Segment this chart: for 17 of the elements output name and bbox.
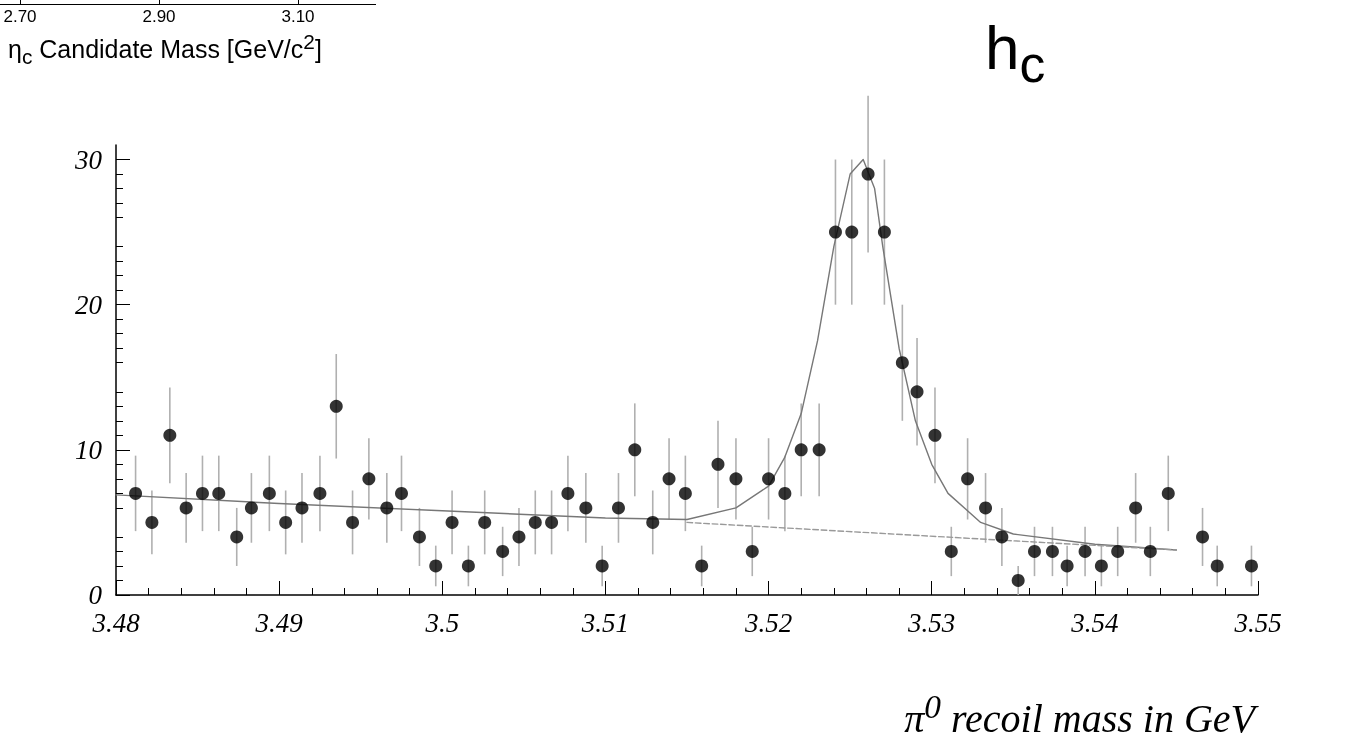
y-tick-label: 0	[88, 580, 103, 610]
x-tick-label: 3.49	[254, 607, 304, 638]
x-tick-label: 3.53	[907, 607, 956, 638]
y-tick-label: 30	[74, 144, 103, 175]
text: η$_{c}$ Candidate Mass [GeV/c$^{2}$]	[8, 30, 322, 70]
text: 2.70	[3, 7, 37, 27]
text: h$_{c}$	[985, 12, 1046, 95]
x-tick-label: 3.5	[424, 607, 460, 638]
y-tick-label: 10	[75, 434, 103, 465]
x-tick-label: 3.52	[743, 607, 793, 638]
x-tick-label: 3.48	[91, 607, 141, 638]
y-tick-label: 20	[75, 289, 103, 320]
x-tick-label: 3.55	[1233, 607, 1282, 638]
x-tick-label: 3.54	[1070, 607, 1119, 638]
text: 2.90	[142, 7, 176, 27]
text: 3.10	[281, 7, 315, 27]
x-tick-label: 3.51	[580, 607, 630, 638]
